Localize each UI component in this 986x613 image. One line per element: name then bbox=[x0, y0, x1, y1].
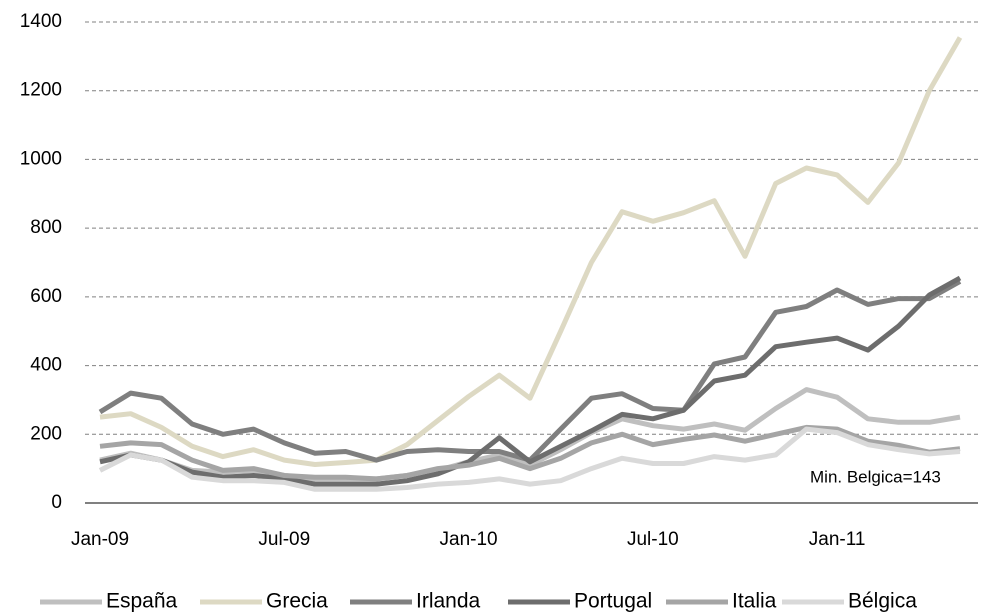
legend-label: España bbox=[106, 590, 178, 613]
x-tick-label: Jan-10 bbox=[440, 529, 498, 550]
y-tick-label: 600 bbox=[30, 286, 62, 307]
y-tick-label: 0 bbox=[51, 492, 62, 513]
x-tick-label: Jan-11 bbox=[809, 529, 866, 550]
legend-label: Irlanda bbox=[416, 590, 481, 613]
y-tick-label: 200 bbox=[30, 423, 62, 444]
x-tick-label: Jul-10 bbox=[627, 529, 679, 550]
series-line bbox=[99, 36, 963, 467]
y-tick-label: 1200 bbox=[20, 80, 62, 101]
x-tick-label: Jul-09 bbox=[258, 529, 310, 550]
series-line bbox=[98, 426, 961, 492]
legend-label: Italia bbox=[732, 590, 777, 613]
annotation: Min. Belgica=143 bbox=[810, 467, 941, 486]
legend-label: Bélgica bbox=[848, 590, 917, 613]
series-line bbox=[99, 275, 962, 487]
legend-label: Grecia bbox=[266, 590, 328, 613]
y-tick-label: 800 bbox=[30, 217, 62, 238]
x-tick-label: Jan-09 bbox=[71, 529, 129, 550]
y-tick-label: 400 bbox=[30, 355, 62, 376]
y-tick-label: 1000 bbox=[20, 148, 62, 169]
legend-label: Portugal bbox=[574, 590, 652, 613]
y-tick-label: 1400 bbox=[20, 11, 62, 32]
